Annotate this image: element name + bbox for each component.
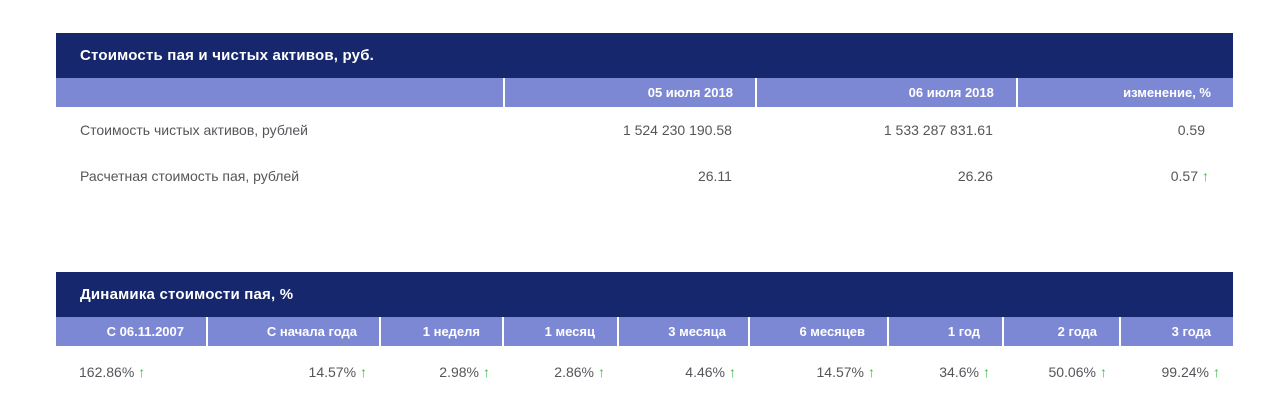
percent-value: 4.46% xyxy=(685,364,725,380)
dynamics-table-header-row: С 06.11.2007 С начала года 1 неделя 1 ме… xyxy=(56,317,1233,346)
column-header-6months: 6 месяцев xyxy=(747,317,888,346)
up-arrow-icon: ↑ xyxy=(728,364,736,380)
column-header-change: изменение, % xyxy=(1015,78,1233,107)
net-assets-title: Стоимость пая и чистых активов, руб. xyxy=(80,47,375,64)
net-assets-section-header: Стоимость пая и чистых активов, руб. xyxy=(56,33,1233,78)
value-date2: 26.26 xyxy=(957,168,993,184)
value-date1: 26.11 xyxy=(697,168,732,184)
percent-value: 99.24% xyxy=(1161,364,1209,380)
column-header-blank xyxy=(56,78,504,107)
change-value: 0.59 xyxy=(1177,122,1205,138)
dynamics-value: 4.46% ↑ xyxy=(618,346,749,398)
net-assets-table-header-row: 05 июля 2018 06 июля 2018 изменение, % xyxy=(56,78,1233,107)
column-header-date2: 06 июля 2018 xyxy=(754,78,1017,107)
dynamics-section-header: Динамика стоимости пая, % xyxy=(56,272,1233,317)
up-arrow-icon: ↑ xyxy=(982,364,990,380)
column-header-3years: 3 года xyxy=(1118,317,1233,346)
column-header-ytd: С начала года xyxy=(205,317,381,346)
up-arrow-icon: ↑ xyxy=(867,364,875,380)
percent-value: 14.57% xyxy=(308,364,357,380)
net-assets-table: 05 июля 2018 06 июля 2018 изменение, % С… xyxy=(56,78,1233,199)
table-row: Расчетная стоимость пая, рублей 26.11 26… xyxy=(56,153,1233,199)
column-header-since-inception: С 06.11.2007 xyxy=(56,317,207,346)
dynamics-values-row: 162.86% ↑ 14.57% ↑ 2.98% ↑ 2.86% ↑ 4.46% ↑ 14… xyxy=(56,346,1233,398)
dynamics-value: 99.24% ↑ xyxy=(1120,346,1233,398)
dynamics-section: Динамика стоимости пая, % С 06.11.2007 С… xyxy=(56,272,1233,398)
dynamics-value: 34.6% ↑ xyxy=(888,346,1003,398)
dynamics-value: 14.57% ↑ xyxy=(207,346,380,398)
column-header-1month: 1 месяц xyxy=(502,317,618,346)
up-arrow-icon: ↑ xyxy=(360,364,368,380)
row-label: Стоимость чистых активов, рублей xyxy=(80,122,308,138)
dynamics-value: 14.57% ↑ xyxy=(749,346,888,398)
dynamics-value: 2.86% ↑ xyxy=(503,346,618,398)
percent-value: 162.86% xyxy=(79,364,135,380)
change-value: 0.57 xyxy=(1170,168,1198,184)
value-change: 0.57 ↑ xyxy=(1017,153,1233,199)
up-arrow-icon: ↑ xyxy=(138,364,146,380)
column-header-2years: 2 года xyxy=(1001,317,1120,346)
column-header-3months: 3 месяца xyxy=(616,317,749,346)
up-arrow-icon: ↑ xyxy=(483,364,490,380)
up-arrow-icon: ↑ xyxy=(597,364,605,380)
column-header-date1: 05 июля 2018 xyxy=(502,78,756,107)
up-arrow-icon: ↑ xyxy=(1213,364,1220,380)
percent-value: 2.98% xyxy=(439,364,479,380)
value-change: 0.59 xyxy=(1017,107,1233,153)
percent-value: 50.06% xyxy=(1048,364,1096,380)
value-date1: 1 524 230 190.58 xyxy=(622,122,732,138)
dynamics-title: Динамика стоимости пая, % xyxy=(80,286,294,303)
dynamics-value: 2.98% ↑ xyxy=(380,346,503,398)
dynamics-table: С 06.11.2007 С начала года 1 неделя 1 ме… xyxy=(56,317,1233,398)
dynamics-value: 162.86% ↑ xyxy=(56,346,207,398)
column-header-1year: 1 год xyxy=(886,317,1003,346)
percent-value: 14.57% xyxy=(816,364,864,380)
percent-value: 2.86% xyxy=(554,364,594,380)
column-header-1week: 1 неделя xyxy=(379,317,503,346)
content-area: Стоимость пая и чистых активов, руб. 05 … xyxy=(56,33,1233,398)
up-arrow-icon: ↑ xyxy=(1099,364,1107,380)
value-date2: 1 533 287 831.61 xyxy=(883,122,993,138)
up-arrow-icon: ↑ xyxy=(1202,168,1209,184)
dynamics-value: 50.06% ↑ xyxy=(1003,346,1120,398)
row-label: Расчетная стоимость пая, рублей xyxy=(80,168,300,184)
net-assets-section: Стоимость пая и чистых активов, руб. 05 … xyxy=(56,33,1233,199)
section-spacer xyxy=(56,199,1233,272)
table-row: Стоимость чистых активов, рублей 1 524 2… xyxy=(56,107,1233,153)
percent-value: 34.6% xyxy=(939,364,979,380)
